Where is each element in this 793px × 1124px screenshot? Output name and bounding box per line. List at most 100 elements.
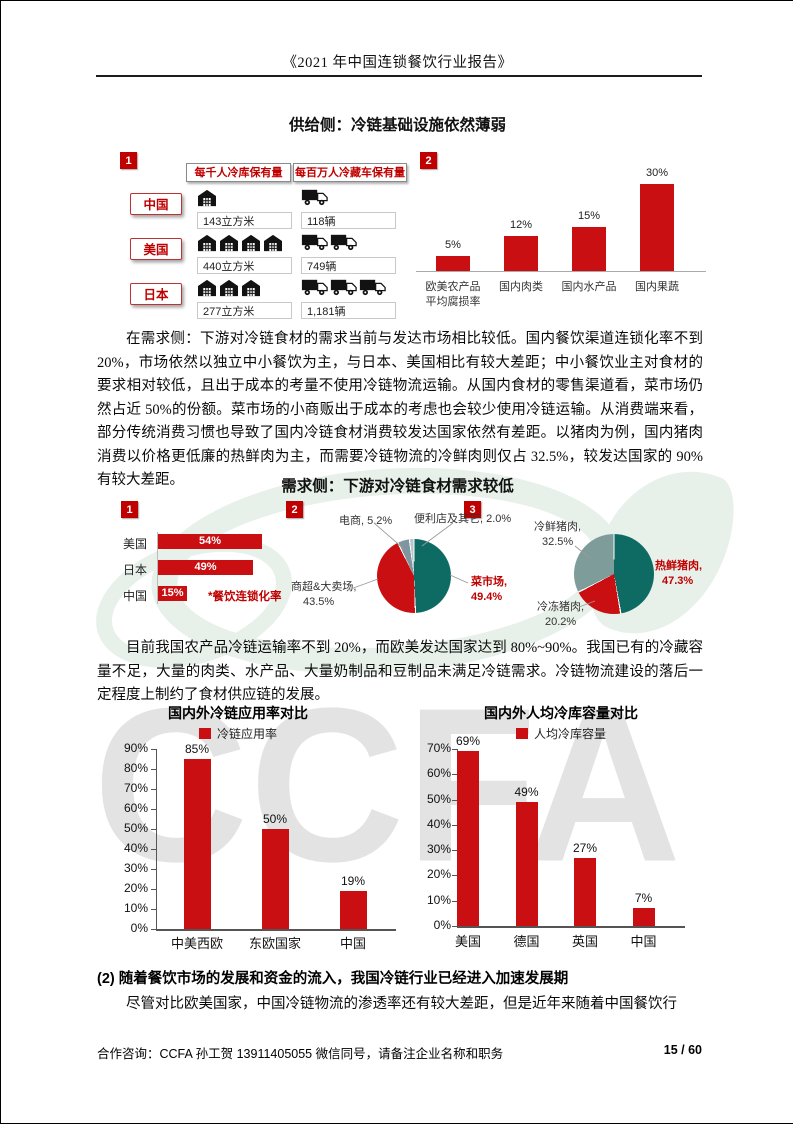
- truck-value: 1,181辆: [301, 302, 396, 319]
- truck-icons: [301, 233, 357, 251]
- y-axis-line: [156, 749, 157, 929]
- x-axis-category-label: 英国: [571, 934, 598, 949]
- bar: [436, 256, 470, 271]
- y-axis-tick-label: 90%: [123, 741, 148, 755]
- footer-contact: 合作咨询：CCFA 孙工贺 13911405055 微信同号，请备注企业名称和职…: [97, 1047, 504, 1061]
- y-axis-tick-label: 30%: [426, 842, 451, 857]
- country-label: 中国: [130, 193, 182, 215]
- pie-label-frozen-pork-pct: 20.2%: [545, 616, 577, 628]
- bar-value-label: 27%: [572, 841, 598, 855]
- subsection-heading: (2) 随着餐饮市场的发展和资金的流入，我国冷链行业已经进入加速发展期: [97, 971, 569, 987]
- y-axis-tick: [151, 829, 156, 830]
- warehouse-icon: [198, 189, 216, 207]
- country-label: 美国: [130, 238, 182, 260]
- y-axis-tick: [151, 789, 156, 790]
- truck-value: 118辆: [301, 212, 396, 229]
- bar: [572, 227, 606, 271]
- country-label: 日本: [130, 283, 182, 305]
- pie-label-hot-fresh-pork-pct: 47.3%: [662, 575, 694, 587]
- pie-label-wet-market-pct: 49.4%: [471, 591, 503, 603]
- retail-channel-pie-chart: [377, 539, 451, 613]
- bar-value-label: 50%: [262, 812, 288, 826]
- warehouse-icon: [198, 234, 216, 252]
- y-axis-tick: [151, 929, 156, 930]
- refrigerated-truck-icon: [301, 234, 328, 251]
- bar-value-label: 49%: [514, 785, 539, 799]
- bar: 49%: [158, 560, 253, 575]
- warehouse-icon: [242, 279, 260, 297]
- truck-icons: [301, 278, 386, 296]
- legend-label: 人均冷库容量: [533, 727, 606, 741]
- y-axis-tick: [452, 850, 457, 852]
- y-axis-tick-label: 20%: [123, 881, 148, 895]
- chain-rate-note: *餐饮连锁化率: [208, 591, 282, 603]
- x-axis-line: [156, 929, 396, 931]
- y-axis-tick-label: 40%: [426, 816, 451, 831]
- bar: [515, 802, 538, 926]
- cold-storage-capacity-bar-chart: 国内外人均冷库容量对比 人均冷库容量 70% 60% 50% 40% 30% 20% 10%…: [421, 699, 721, 961]
- x-axis-category-label: 东欧国家: [248, 936, 301, 951]
- y-axis-tick-label: 40%: [123, 841, 148, 855]
- bar-value-label: 69%: [455, 734, 481, 748]
- figure-badge-2: 2: [286, 501, 303, 518]
- chain-rate-hbar-chart: 美国 54% 日本 49% 中国 15%: [111, 528, 341, 618]
- y-axis-tick-label: 70%: [426, 741, 451, 755]
- bar: [504, 236, 538, 271]
- y-axis-tick-label: 30%: [123, 861, 148, 875]
- warehouse-icon: [198, 279, 216, 297]
- bar: [339, 891, 367, 929]
- y-axis-tick-label: 20%: [426, 867, 451, 882]
- x-axis-category-label: 中国: [339, 936, 366, 951]
- paragraph-cold-chain-gap: 目前我国农产品冷链运输率不到 20%，而欧美发达国家达到 80%~90%。我国已…: [97, 640, 703, 703]
- paragraph-demand-side: 在需求侧：下游对冷链食材的需求当前与发达市场相比较低。国内餐饮渠道连锁化率不到 …: [97, 331, 703, 488]
- y-axis-tick: [452, 799, 457, 801]
- y-axis-tick-label: 80%: [123, 761, 148, 775]
- category-label: 中国: [123, 589, 148, 603]
- chart-title: 国内外冷链应用率对比: [168, 705, 308, 721]
- bar: [574, 858, 596, 926]
- warehouse-icons: [197, 234, 283, 252]
- figure-badge-3: 3: [464, 501, 481, 518]
- refrigerated-truck-icon: [301, 189, 328, 206]
- y-axis-tick-label: 0%: [433, 918, 451, 932]
- y-axis-tick: [452, 824, 457, 826]
- y-axis-tick-label: 60%: [426, 766, 451, 781]
- chart-legend: 冷链应用率: [101, 725, 375, 742]
- bar: [261, 829, 289, 929]
- y-axis-tick-label: 10%: [426, 892, 451, 907]
- bar: [183, 759, 211, 929]
- y-axis-tick: [151, 909, 156, 910]
- figure-badge-2: 2: [420, 152, 437, 169]
- legend-label: 冷链应用率: [216, 727, 277, 741]
- bar: [640, 184, 674, 271]
- bar: 15%: [158, 586, 187, 601]
- page-header-title: 《2021 年中国连锁餐饮行业报告》: [282, 55, 513, 71]
- x-axis-category-label: 德国: [513, 934, 540, 949]
- bar-value-label: 7%: [634, 891, 653, 905]
- x-axis-category-label: 国内肉类: [499, 281, 543, 293]
- storage-value: 440立方米: [197, 257, 292, 274]
- bar-value-label: 19%: [340, 874, 366, 888]
- warehouse-icons: [197, 279, 261, 297]
- pie-label-chilled-pork-pct: 32.5%: [542, 536, 574, 548]
- pie-label-chilled-pork: 冷鲜猪肉,: [534, 521, 582, 533]
- storage-value: 143立方米: [197, 212, 292, 229]
- y-axis-tick: [452, 774, 457, 776]
- y-axis-tick: [151, 769, 156, 770]
- y-axis-tick: [452, 875, 457, 877]
- y-axis-tick: [452, 749, 457, 750]
- y-axis-tick: [151, 889, 156, 890]
- y-axis-tick: [452, 926, 457, 927]
- pie-label-convenience: 便利店及其它, 2.0%: [414, 513, 512, 525]
- y-axis-tick: [151, 869, 156, 870]
- paragraph-acceleration: 尽管对比欧美国家，中国冷链物流的渗透率还有较大差距，但是近年来随着中国餐饮行: [126, 996, 677, 1012]
- chart-legend: 人均冷库容量: [421, 725, 701, 742]
- spoilage-rate-bar-chart: 5% 欧美农产品 平均腐损率 12% 国内肉类 15% 国内水产品 30% 国内果蔬: [416, 151, 706, 321]
- pie-label-supermarket: 商超&大卖场,: [291, 581, 357, 593]
- y-axis-tick: [151, 809, 156, 810]
- x-axis-category-label: 中国: [630, 934, 657, 949]
- infographic-column-header: 每千人冷库保有量: [186, 163, 291, 182]
- y-axis-tick: [151, 749, 156, 750]
- truck-icons: [301, 188, 328, 206]
- y-axis-tick-label: 60%: [123, 801, 148, 815]
